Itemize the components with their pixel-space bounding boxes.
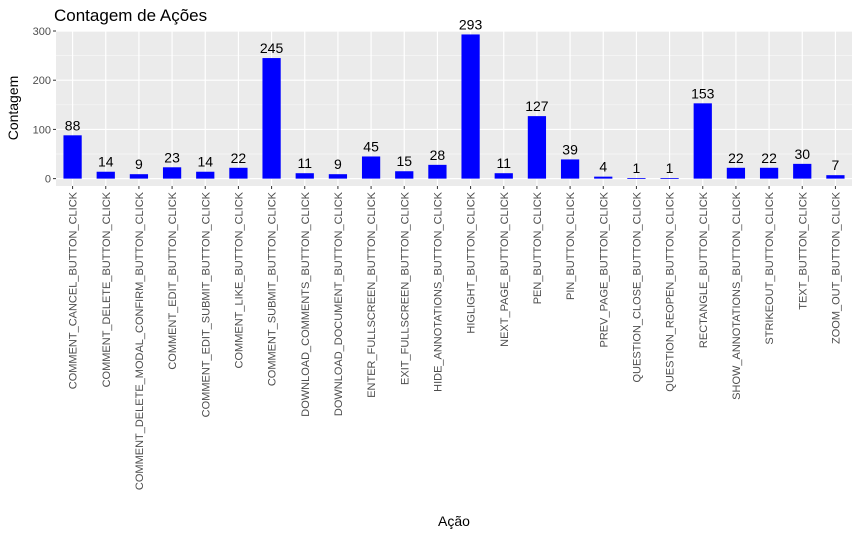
- data-label: 7: [832, 157, 840, 173]
- y-axis: 0 100 200 300: [33, 26, 56, 186]
- x-tick-label: TEXT_BUTTON_CLICK: [797, 191, 809, 309]
- bars: [63, 34, 845, 179]
- bar: [428, 164, 447, 179]
- bar: [594, 176, 613, 179]
- x-tick-label: RECTANGLE_BUTTON_CLICK: [698, 191, 710, 348]
- bar: [96, 171, 115, 179]
- x-tick-label: QUESTION_CLOSE_BUTTON_CLICK: [631, 191, 643, 382]
- x-tick-label: COMMENT_EDIT_SUBMIT_BUTTON_CLICK: [200, 191, 212, 417]
- y-tick-label: 100: [33, 124, 51, 136]
- data-label: 1: [666, 160, 674, 176]
- data-label: 45: [363, 138, 379, 154]
- bar: [63, 135, 82, 179]
- data-label: 22: [728, 150, 744, 166]
- y-tick-label: 300: [33, 26, 51, 38]
- x-tick-label: COMMENT_SUBMIT_BUTTON_CLICK: [267, 191, 279, 386]
- y-tick-label: 0: [45, 174, 51, 186]
- y-axis-title: Contagem: [5, 76, 21, 141]
- y-tick-label: 200: [33, 75, 51, 87]
- bar: [826, 175, 845, 179]
- x-tick-label: ZOOM_OUT_BUTTON_CLICK: [830, 191, 842, 344]
- data-label: 11: [496, 155, 511, 171]
- data-label: 153: [691, 85, 715, 101]
- bar: [494, 173, 513, 179]
- data-label: 9: [334, 156, 342, 172]
- data-label: 14: [98, 154, 114, 170]
- chart-title: Contagem de Ações: [54, 6, 207, 25]
- x-axis-title: Ação: [438, 513, 470, 529]
- x-tick-label: COMMENT_DELETE_MODAL_CONFIRM_BUTTON_CLIC…: [134, 191, 146, 490]
- bar: [229, 167, 248, 179]
- bar: [527, 116, 547, 179]
- bar: [361, 156, 381, 179]
- bar: [693, 103, 712, 179]
- data-label: 245: [260, 40, 284, 56]
- data-label: 30: [794, 146, 810, 162]
- bar: [295, 173, 314, 179]
- x-tick-label: ENTER_FULLSCREEN_BUTTON_CLICK: [366, 191, 378, 397]
- data-label: 4: [599, 159, 607, 175]
- data-label: 127: [525, 98, 549, 114]
- x-tick-label: NEXT_PAGE_BUTTON_CLICK: [499, 191, 511, 347]
- bar: [793, 163, 812, 179]
- data-label: 28: [430, 147, 446, 163]
- x-tick-label: HIGLIGHT_BUTTON_CLICK: [466, 191, 478, 333]
- bar: [162, 167, 182, 179]
- x-tick-label: DOWNLOAD_COMMENTS_BUTTON_CLICK: [300, 191, 312, 416]
- data-label: 9: [135, 156, 143, 172]
- x-tick-label: COMMENT_EDIT_BUTTON_CLICK: [167, 191, 179, 369]
- x-tick-label: COMMENT_DELETE_BUTTON_CLICK: [101, 191, 113, 387]
- bar: [262, 58, 281, 179]
- bar: [660, 178, 679, 179]
- data-label: 293: [459, 16, 483, 32]
- bar: [328, 174, 348, 179]
- bar: [759, 167, 779, 179]
- x-tick-label: SHOW_ANNOTATIONS_BUTTON_CLICK: [731, 191, 743, 399]
- bar: [461, 34, 480, 179]
- x-tick-label: EXIT_FULLSCREEN_BUTTON_CLICK: [399, 191, 411, 385]
- x-tick-label: PEN_BUTTON_CLICK: [532, 191, 544, 304]
- x-axis: COMMENT_CANCEL_BUTTON_CLICK COMMENT_DELET…: [68, 186, 842, 490]
- bar: [627, 178, 646, 179]
- bar: [196, 171, 215, 179]
- x-tick-label: HIDE_ANNOTATIONS_BUTTON_CLICK: [432, 191, 444, 392]
- data-label: 14: [197, 154, 213, 170]
- x-tick-label: DOWNLOAD_DOCUMENT_BUTTON_CLICK: [333, 191, 345, 416]
- plot-panel: [56, 31, 852, 186]
- x-tick-label: PREV_PAGE_BUTTON_CLICK: [598, 191, 610, 347]
- data-label: 22: [761, 150, 777, 166]
- x-tick-label: STRIKEOUT_BUTTON_CLICK: [764, 191, 776, 344]
- data-label: 39: [562, 141, 578, 157]
- bar: [395, 171, 414, 179]
- bar: [560, 159, 580, 179]
- data-label: 1: [633, 160, 641, 176]
- data-label: 23: [164, 149, 180, 165]
- data-label: 11: [297, 155, 312, 171]
- x-tick-label: QUESTION_REOPEN_BUTTON_CLICK: [665, 191, 677, 391]
- x-tick-label: PIN_BUTTON_CLICK: [565, 191, 577, 300]
- bar: [726, 167, 746, 179]
- x-tick-label: COMMENT_LIKE_BUTTON_CLICK: [233, 191, 245, 368]
- data-label: 22: [231, 150, 247, 166]
- data-label: 15: [396, 153, 412, 169]
- x-tick-label: COMMENT_CANCEL_BUTTON_CLICK: [68, 191, 80, 389]
- bar: [129, 174, 149, 179]
- data-label: 88: [65, 117, 81, 133]
